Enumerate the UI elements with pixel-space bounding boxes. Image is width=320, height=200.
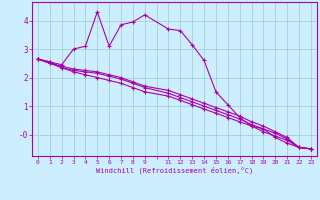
X-axis label: Windchill (Refroidissement éolien,°C): Windchill (Refroidissement éolien,°C): [96, 167, 253, 174]
